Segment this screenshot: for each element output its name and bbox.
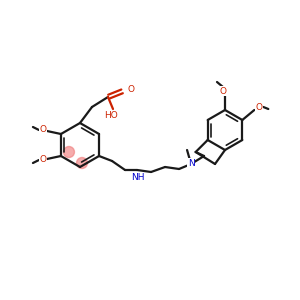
Text: O: O: [39, 125, 46, 134]
Text: NH: NH: [131, 173, 145, 182]
Text: O: O: [220, 86, 226, 95]
Circle shape: [76, 158, 88, 169]
Text: O: O: [128, 85, 134, 94]
Text: HO: HO: [104, 112, 118, 121]
Text: O: O: [256, 103, 263, 112]
Text: O: O: [39, 155, 46, 164]
Circle shape: [63, 146, 74, 158]
Text: N: N: [188, 158, 194, 167]
